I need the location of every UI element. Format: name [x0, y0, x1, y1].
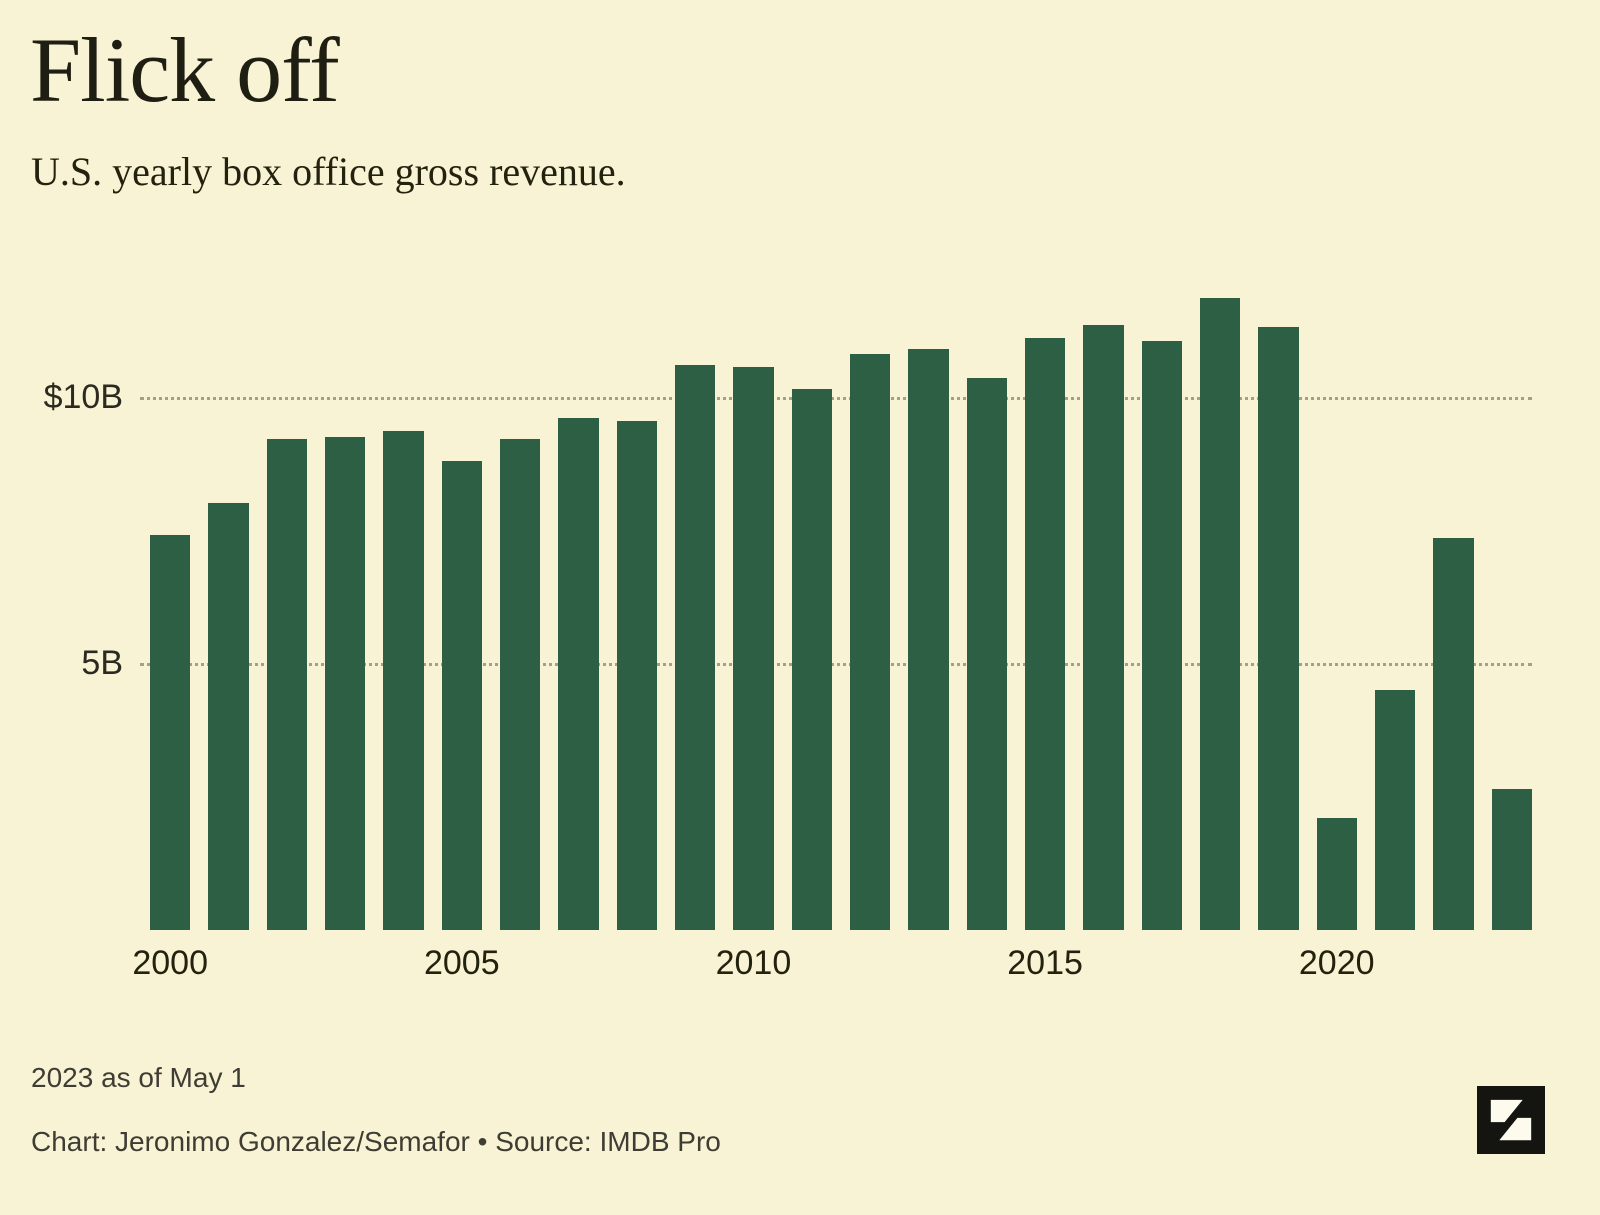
bar-2014: [966, 378, 1007, 930]
x-axis-label-2010: 2010: [715, 944, 792, 982]
x-slot-2016: [1083, 944, 1123, 988]
x-slot-2010: 2010: [716, 944, 792, 988]
x-axis-label-2000: 2000: [132, 944, 208, 982]
chart-subtitle: U.S. yearly box office gross revenue.: [31, 149, 626, 194]
bar-2001: [208, 503, 249, 930]
x-slot-2021: [1375, 944, 1415, 988]
x-slot-2011: [792, 944, 832, 988]
bar-2016: [1083, 324, 1124, 930]
x-slot-2022: [1433, 944, 1473, 988]
x-slot-2001: [208, 944, 248, 988]
bar-2009: [674, 364, 716, 930]
x-axis-label-2015: 2015: [1007, 944, 1083, 982]
bar-2010: [733, 367, 774, 930]
bar-2023: [1491, 788, 1532, 930]
bar-2003: [324, 436, 366, 930]
bar-2012: [849, 354, 891, 930]
x-slot-2006: [500, 944, 540, 988]
x-slot-2005: 2005: [424, 944, 500, 988]
x-slot-2014: [967, 944, 1007, 988]
footnote: 2023 as of May 1: [31, 1062, 246, 1093]
bar-2005: [441, 460, 482, 930]
bar-2020: [1316, 818, 1357, 930]
bar-2007: [558, 418, 599, 930]
x-slot-2004: [383, 944, 423, 988]
bar-2000: [150, 535, 191, 930]
bar-2021: [1374, 690, 1416, 930]
x-slot-2019: [1258, 944, 1298, 988]
y-axis-label-5b: 5B: [81, 644, 123, 683]
x-axis-label-2005: 2005: [423, 944, 500, 982]
bar-2002: [266, 439, 307, 930]
bar-2011: [791, 388, 832, 930]
x-slot-2020: 2020: [1299, 944, 1375, 988]
x-slot-2009: [675, 944, 715, 988]
x-slot-2002: [267, 944, 307, 988]
y-axis-label-10b: $10B: [43, 377, 123, 416]
x-slot-2007: [558, 944, 598, 988]
bar-2018: [1199, 298, 1241, 930]
x-axis: 2000 2005 2010 2015 2020: [132, 944, 1532, 988]
semafor-logo-icon: [1477, 1086, 1545, 1154]
bar-2006: [499, 439, 541, 930]
x-axis-label-2020: 2020: [1298, 944, 1375, 982]
bar-2017: [1141, 340, 1182, 930]
bar-2013: [908, 348, 949, 930]
bar-2022: [1433, 538, 1474, 930]
x-slot-2013: [908, 944, 948, 988]
bar-2015: [1024, 338, 1066, 930]
chart-credit: Chart: Jeronimo Gonzalez/Semafor • Sourc…: [31, 1126, 721, 1157]
x-slot-2023: [1492, 944, 1532, 988]
bar-series: [150, 290, 1532, 930]
x-slot-2012: [850, 944, 890, 988]
x-slot-2017: [1142, 944, 1182, 988]
bar-2004: [383, 431, 424, 930]
page-title: Flick off: [30, 19, 340, 121]
x-slot-2015: 2015: [1007, 944, 1083, 988]
bar-2008: [616, 420, 657, 930]
x-slot-2000: 2000: [132, 944, 208, 988]
x-slot-2003: [325, 944, 365, 988]
bar-2019: [1258, 327, 1299, 930]
x-slot-2018: [1200, 944, 1240, 988]
plot-area: [150, 290, 1532, 930]
x-slot-2008: [617, 944, 657, 988]
